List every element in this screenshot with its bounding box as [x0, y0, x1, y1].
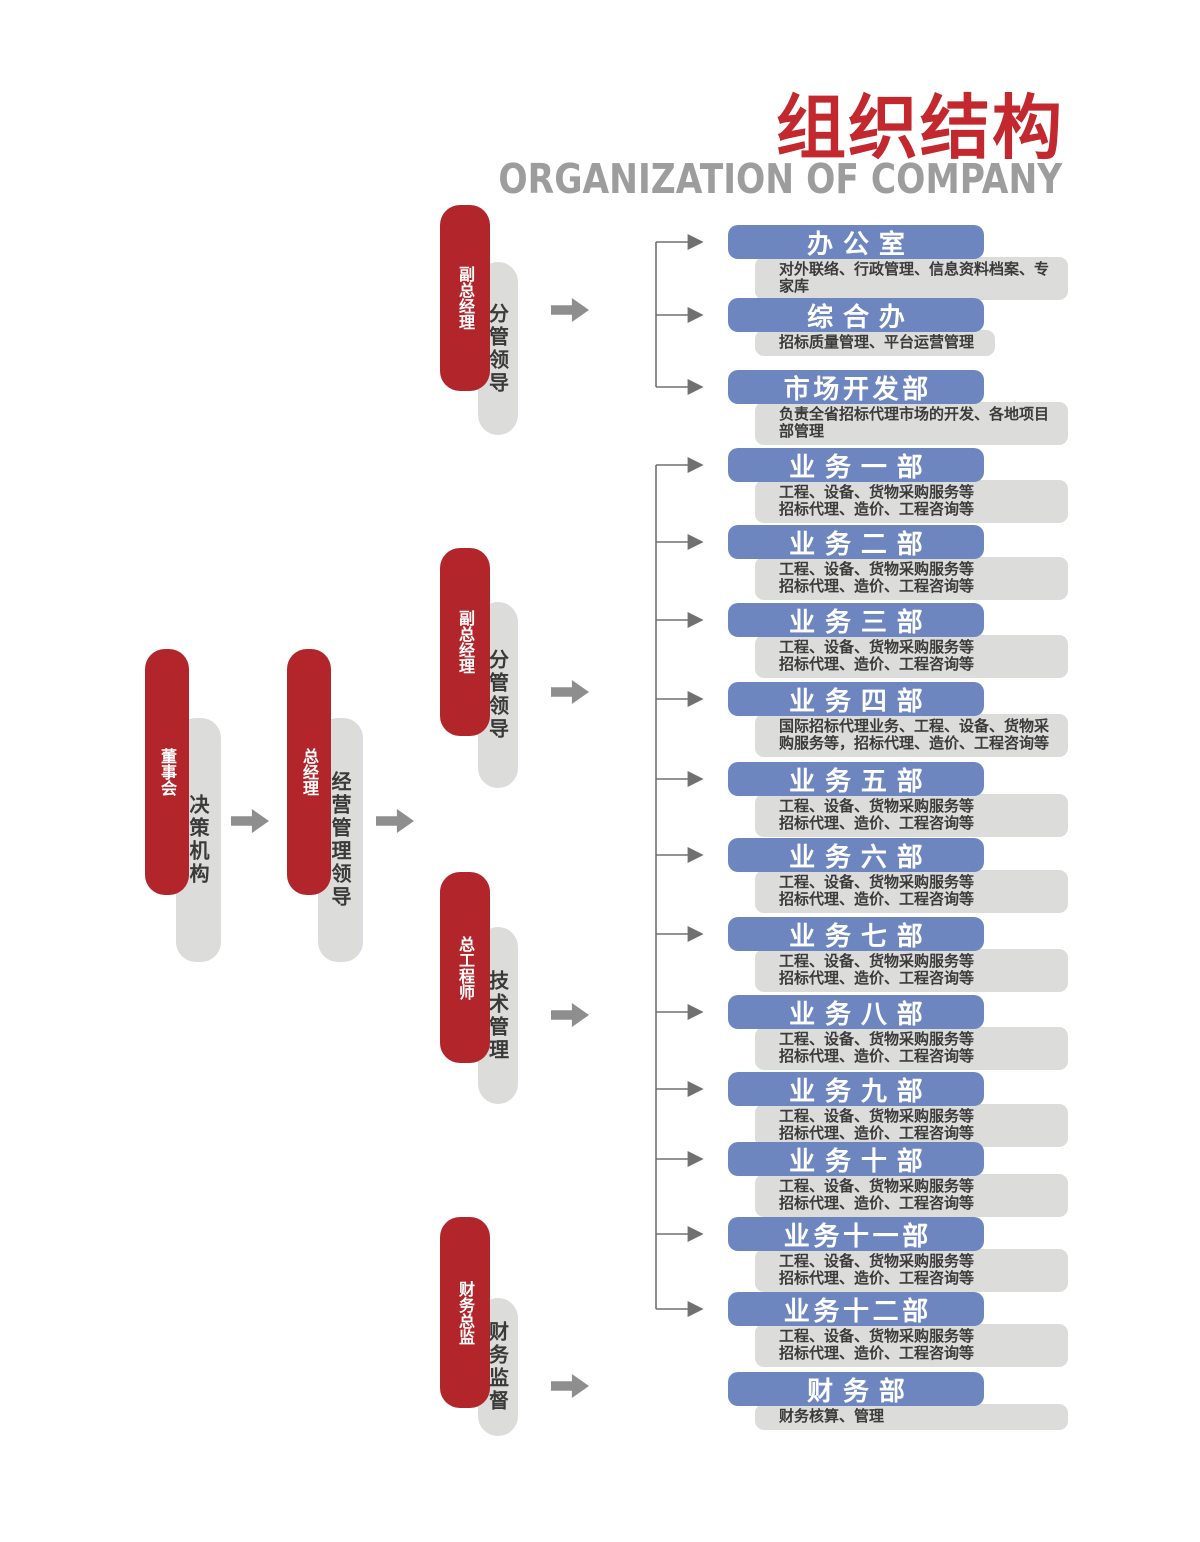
dept-desc: 对外联络、行政管理、信息资料档案、专家库: [755, 257, 1068, 300]
deputy-gm1-title: 副总经理: [456, 266, 475, 330]
dept-desc: 工程、设备、货物采购服务等 招标代理、造价、工程咨询等: [755, 794, 1068, 837]
dept-desc: 工程、设备、货物采购服务等 招标代理、造价、工程咨询等: [755, 1249, 1068, 1292]
dept-business-8: 业务八部 工程、设备、货物采购服务等 招标代理、造价、工程咨询等: [728, 995, 1068, 1070]
dept-finance: 财务部 财务核算、管理: [728, 1372, 1068, 1430]
dept-title: 业务三部: [728, 603, 984, 638]
dept-title: 市场开发部: [728, 370, 984, 405]
dept-desc: 工程、设备、货物采购服务等 招标代理、造价、工程咨询等: [755, 480, 1068, 523]
dept-market-development: 市场开发部 负责全省招标代理市场的开发、各地项目部管理: [728, 370, 1068, 445]
dept-title: 业务五部: [728, 762, 984, 797]
dept-title: 业务四部: [728, 682, 984, 717]
dept-desc: 负责全省招标代理市场的开发、各地项目部管理: [755, 402, 1068, 445]
dept-desc: 招标质量管理、平台运营管理: [755, 330, 995, 356]
dept-title: 业务九部: [728, 1072, 984, 1107]
board-title: 董事会: [158, 748, 177, 796]
dept-business-7: 业务七部 工程、设备、货物采购服务等 招标代理、造价、工程咨询等: [728, 917, 1068, 992]
gm-subtitle: 经营管理领导: [328, 771, 352, 909]
dept-desc: 工程、设备、货物采购服务等 招标代理、造价、工程咨询等: [755, 557, 1068, 600]
dept-business-2: 业务二部 工程、设备、货物采购服务等 招标代理、造价、工程咨询等: [728, 525, 1068, 600]
dept-business-11: 业务十一部 工程、设备、货物采购服务等 招标代理、造价、工程咨询等: [728, 1217, 1068, 1292]
board-subtitle: 决策机构: [186, 794, 210, 886]
dept-desc: 工程、设备、货物采购服务等 招标代理、造价、工程咨询等: [755, 1324, 1068, 1367]
dept-business-6: 业务六部 工程、设备、货物采购服务等 招标代理、造价、工程咨询等: [728, 838, 1068, 913]
node-board-of-directors: 董事会: [145, 649, 189, 895]
node-deputy-gm-1: 副总经理: [440, 205, 490, 391]
dept-desc: 工程、设备、货物采购服务等 招标代理、造价、工程咨询等: [755, 635, 1068, 678]
dept-title: 业务二部: [728, 525, 984, 560]
node-chief-engineer: 总工程师: [440, 872, 490, 1063]
dept-desc: 国际招标代理业务、工程、设备、货物采 购服务等，招标代理、造价、工程咨询等: [755, 714, 1068, 757]
dept-business-3: 业务三部 工程、设备、货物采购服务等 招标代理、造价、工程咨询等: [728, 603, 1068, 678]
dept-title: 业务六部: [728, 838, 984, 873]
gm-title: 总经理: [300, 748, 319, 796]
dept-desc: 工程、设备、货物采购服务等 招标代理、造价、工程咨询等: [755, 870, 1068, 913]
dept-business-12: 业务十二部 工程、设备、货物采购服务等 招标代理、造价、工程咨询等: [728, 1292, 1068, 1367]
dept-title: 业务一部: [728, 448, 984, 483]
dept-office: 办公室 对外联络、行政管理、信息资料档案、专家库: [728, 225, 1068, 300]
deputy-gm2-title: 副总经理: [456, 610, 475, 674]
dept-title: 业务十部: [728, 1142, 984, 1177]
dept-business-9: 业务九部 工程、设备、货物采购服务等 招标代理、造价、工程咨询等: [728, 1072, 1068, 1147]
dept-business-5: 业务五部 工程、设备、货物采购服务等 招标代理、造价、工程咨询等: [728, 762, 1068, 837]
dept-title: 财务部: [728, 1372, 984, 1407]
dept-title: 业务八部: [728, 995, 984, 1030]
dept-desc: 工程、设备、货物采购服务等 招标代理、造价、工程咨询等: [755, 1104, 1068, 1147]
dept-business-4: 业务四部 国际招标代理业务、工程、设备、货物采 购服务等，招标代理、造价、工程咨…: [728, 682, 1068, 757]
node-finance-director: 财务总监: [440, 1217, 490, 1408]
page-subtitle: ORGANIZATION OF COMPANY: [498, 155, 1062, 203]
finance-director-title: 财务总监: [456, 1280, 475, 1345]
dept-title: 办公室: [728, 225, 984, 260]
dept-title: 业务十二部: [728, 1292, 984, 1327]
dept-title: 业务十一部: [728, 1217, 984, 1252]
dept-desc: 财务核算、管理: [755, 1404, 1068, 1430]
dept-title: 综合办: [728, 298, 984, 333]
dept-desc: 工程、设备、货物采购服务等 招标代理、造价、工程咨询等: [755, 1174, 1068, 1217]
dept-business-1: 业务一部 工程、设备、货物采购服务等 招标代理、造价、工程咨询等: [728, 448, 1068, 523]
dept-general-office: 综合办 招标质量管理、平台运营管理: [728, 298, 995, 356]
page-title: 组织结构: [776, 87, 1064, 169]
dept-desc: 工程、设备、货物采购服务等 招标代理、造价、工程咨询等: [755, 1027, 1068, 1070]
dept-business-10: 业务十部 工程、设备、货物采购服务等 招标代理、造价、工程咨询等: [728, 1142, 1068, 1217]
chief-engineer-title: 总工程师: [456, 935, 475, 1000]
node-general-manager: 总经理: [287, 649, 331, 895]
node-deputy-gm-2: 副总经理: [440, 548, 490, 736]
dept-desc: 工程、设备、货物采购服务等 招标代理、造价、工程咨询等: [755, 949, 1068, 992]
dept-title: 业务七部: [728, 917, 984, 952]
